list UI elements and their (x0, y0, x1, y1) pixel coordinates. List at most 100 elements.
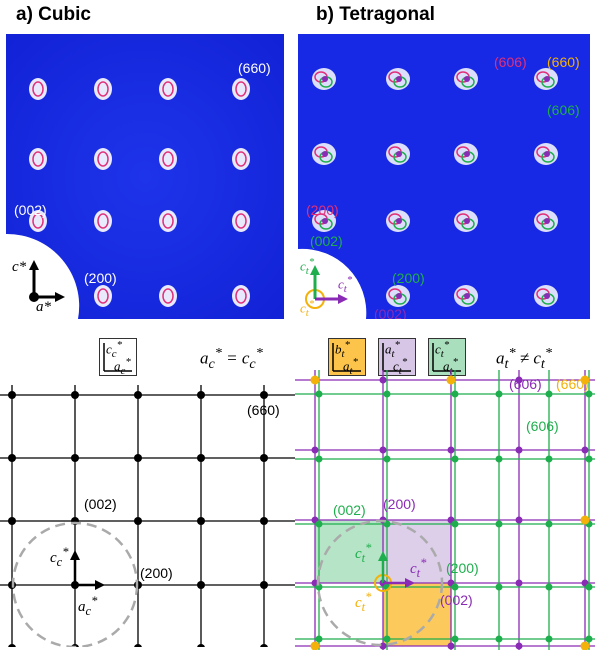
orange-lattice-point (310, 641, 320, 650)
green-lattice-point (315, 455, 323, 463)
purple-dot (544, 218, 550, 224)
purple-lattice-point (379, 446, 387, 454)
label-606-green: (606) (547, 102, 580, 118)
diffraction-spot-contour (32, 151, 44, 167)
purple-dot (396, 293, 402, 299)
c-axis-label: c* (12, 259, 27, 275)
panel-a-title: a) Cubic (16, 4, 91, 25)
tetra-basis-box-b: bt* at* (328, 338, 366, 377)
purple-lattice-point (581, 446, 589, 454)
purple-dot (464, 218, 470, 224)
diagram-a-axis-label: ac* (78, 594, 98, 618)
purple-dot (322, 76, 328, 82)
green-lattice-point (545, 635, 553, 643)
green-lattice-point (451, 635, 459, 643)
green-lattice-point (451, 390, 459, 398)
purple-dot (544, 151, 550, 157)
orange-lattice-point (580, 515, 590, 525)
lattice-point (197, 391, 205, 399)
purple-lattice-point (515, 579, 523, 587)
purple-dot (396, 151, 402, 157)
diffraction-spot (232, 210, 250, 232)
orange-lattice-point (580, 641, 590, 650)
diagram-ct-label: ct* (355, 541, 372, 565)
green-lattice-point (315, 520, 323, 528)
green-lattice-point (383, 390, 391, 398)
green-lattice-point (495, 520, 503, 528)
green-lattice-point (495, 635, 503, 643)
label-200: (200) (84, 270, 117, 286)
green-lattice-point (451, 583, 459, 591)
lattice-point (71, 454, 79, 462)
green-lattice-point (545, 583, 553, 591)
green-lattice-point (585, 583, 593, 591)
diffraction-spot (29, 148, 47, 170)
cubic-basis-axes (103, 343, 132, 372)
cubic-detector-image: (660) (002) (200) c* a* (6, 34, 284, 319)
tetra-equation: at* ≠ ct* (496, 345, 552, 373)
diffraction-spot-contour (97, 288, 109, 304)
diffraction-spot (29, 210, 47, 232)
purple-dot (464, 293, 470, 299)
lattice-point (260, 517, 268, 525)
c-axis-arrowhead (70, 550, 80, 560)
green-lattice-point (545, 520, 553, 528)
lattice-point (197, 581, 205, 589)
ct-axis-label: ct* (300, 256, 315, 277)
purple-dot (544, 293, 550, 299)
orange-lattice-point (580, 375, 590, 385)
bt-axis-label: ct* (300, 298, 315, 319)
lattice-point (260, 391, 268, 399)
diffraction-spot-contour (162, 151, 174, 167)
label-200-pink: (200) (306, 202, 339, 218)
diagram-bt-label: ct* (355, 590, 372, 614)
green-lattice-point (383, 455, 391, 463)
c-axis-arrowhead (29, 260, 39, 270)
orange-unit-cell (383, 583, 451, 646)
diffraction-spot (94, 210, 112, 232)
lattice-point (260, 644, 268, 647)
purple-dot (322, 218, 328, 224)
diffraction-spot-contour (97, 213, 109, 229)
green-lattice-point (315, 635, 323, 643)
at-axis-label: ct* (338, 274, 353, 295)
diagram-label-002-green: (002) (333, 502, 366, 518)
lattice-point (134, 517, 142, 525)
lattice-point (71, 391, 79, 399)
green-lattice-point (585, 390, 593, 398)
green-lattice-point (495, 390, 503, 398)
purple-lattice-point (515, 376, 523, 384)
diagram-label-200-purple: (200) (383, 496, 416, 512)
lattice-point (197, 644, 205, 647)
label-606-pink: (606) (494, 54, 527, 70)
green-lattice-point (495, 455, 503, 463)
lattice-point (260, 454, 268, 462)
diagram-label-002: (002) (84, 496, 117, 512)
a-axis-label: a* (36, 299, 51, 315)
lattice-point (8, 644, 16, 647)
diagram-label-660: (660) (556, 376, 589, 392)
diffraction-spot (159, 285, 177, 307)
ct-axis-arrowhead (378, 551, 388, 561)
tetragonal-detector-svg (298, 34, 590, 319)
box-bottom-label: ac* (114, 356, 131, 377)
diffraction-spot-contour (235, 81, 247, 97)
purple-lattice-point (515, 642, 523, 650)
purple-lattice-point (447, 446, 455, 454)
diffraction-spot-contour (32, 213, 44, 229)
cubic-equation: ac* = cc* (200, 345, 263, 373)
lattice-point (197, 454, 205, 462)
purple-lattice-point (447, 642, 455, 650)
diffraction-spot (94, 285, 112, 307)
lattice-point (134, 454, 142, 462)
purple-dot (322, 151, 328, 157)
cubic-basis-box: cc* ac* (99, 338, 137, 377)
green-lattice-point (315, 390, 323, 398)
green-lattice-point (451, 455, 459, 463)
diffraction-spot-contour (235, 288, 247, 304)
panel-b-title: b) Tetragonal (316, 4, 435, 25)
diagram-at-label: ct* (410, 556, 427, 580)
diffraction-spot-contour (162, 288, 174, 304)
diagram-c-axis-label: cc* (50, 545, 69, 569)
green-lattice-point (545, 455, 553, 463)
